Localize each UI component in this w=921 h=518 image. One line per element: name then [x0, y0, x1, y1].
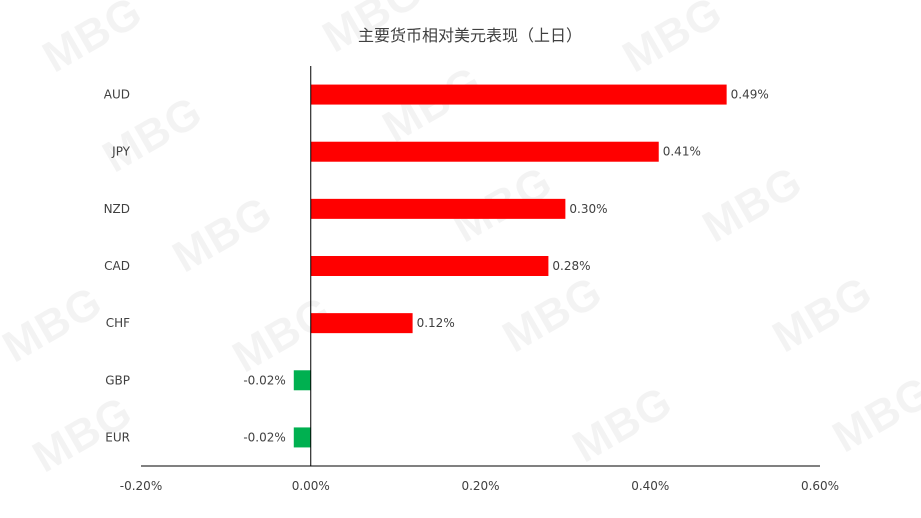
chart-title: 主要货币相对美元表现（上日）	[358, 26, 582, 45]
bar-aud	[310, 84, 727, 105]
bar-cad	[310, 256, 549, 276]
data-label-gbp: -0.02%	[243, 373, 285, 387]
category-label-nzd: NZD	[104, 202, 130, 216]
data-label-aud: 0.49%	[731, 88, 769, 102]
x-tick-label: 0.00%	[292, 479, 330, 493]
x-tick-label: -0.20%	[120, 479, 162, 493]
x-tick-label: 0.60%	[801, 479, 839, 493]
bar-eur	[293, 427, 311, 448]
data-label-nzd: 0.30%	[569, 202, 607, 216]
category-label-cad: CAD	[104, 259, 130, 273]
x-tick-label: 0.20%	[461, 479, 499, 493]
x-tick-label: 0.40%	[631, 479, 669, 493]
bar-nzd	[310, 198, 566, 219]
category-label-chf: CHF	[106, 316, 130, 330]
data-label-cad: 0.28%	[552, 259, 590, 273]
category-label-eur: EUR	[105, 430, 130, 444]
bar-jpy	[310, 141, 659, 162]
data-label-eur: -0.02%	[243, 430, 285, 444]
category-label-gbp: GBP	[105, 373, 130, 387]
category-label-aud: AUD	[104, 88, 130, 102]
data-label-jpy: 0.41%	[663, 145, 701, 159]
data-label-chf: 0.12%	[417, 316, 455, 330]
bar-chf	[310, 313, 413, 334]
category-label-jpy: JPY	[111, 145, 131, 159]
bar-gbp	[293, 370, 311, 391]
